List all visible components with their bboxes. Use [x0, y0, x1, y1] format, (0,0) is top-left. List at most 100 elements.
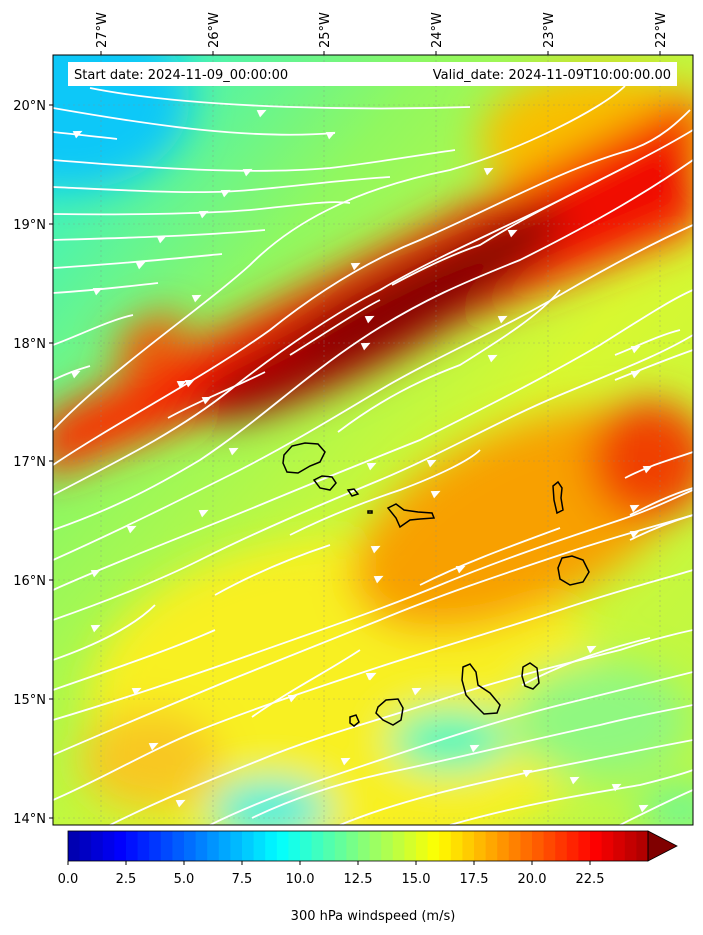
colorbar-bin: [450, 831, 463, 861]
streamline-arrow: [426, 459, 437, 468]
streamline: [53, 604, 156, 661]
island-boa-vista: [557, 555, 590, 586]
streamline: [53, 201, 351, 216]
island-santo-antao: [282, 442, 326, 474]
streamline-arrow: [325, 131, 336, 140]
island-santa-luzia: [346, 488, 360, 497]
streamline: [53, 514, 693, 756]
streamline: [614, 349, 693, 381]
streamline-arrow: [360, 342, 371, 351]
colorbar-bin: [207, 831, 220, 861]
streamline: [89, 87, 471, 110]
lat-tick-label: 15°N: [13, 693, 46, 708]
colorbar-bin: [334, 831, 347, 861]
streamline: [53, 282, 159, 294]
lat-tick-label: 20°N: [13, 99, 46, 114]
streamline: [214, 544, 331, 596]
colorbar-bin: [462, 831, 475, 861]
streamline-arrow: [366, 462, 377, 471]
colorbar-extend-arrow: [647, 830, 678, 862]
streamline-arrow: [411, 687, 422, 696]
streamline: [251, 704, 693, 819]
streamline: [629, 487, 693, 516]
streamline-arrow: [522, 769, 533, 778]
colorbar-bin: [566, 831, 579, 861]
streamline: [521, 637, 651, 686]
colorbar-bin: [601, 831, 614, 861]
island-sao-nicolau: [386, 503, 436, 529]
island-brava: [349, 714, 360, 727]
streamline-arrow: [629, 530, 640, 539]
colorbar-bin: [195, 831, 208, 861]
colorbar-bin: [184, 831, 197, 861]
streamline-arrow: [184, 379, 195, 388]
streamline-arrow: [175, 799, 186, 808]
colorbar-bin: [485, 831, 498, 861]
colorbar-tick-label: 15.0: [402, 872, 431, 887]
streamline-arrow: [191, 294, 202, 303]
streamline: [53, 224, 693, 561]
streamline-arrow: [198, 509, 209, 518]
streamline-arrow: [72, 130, 83, 139]
colorbar-bin: [508, 831, 521, 861]
colorbar-bin: [91, 831, 104, 861]
streamline: [53, 289, 693, 591]
date-label-box: [68, 62, 677, 86]
streamline-arrow: [569, 776, 580, 785]
colorbar-bin: [555, 831, 568, 861]
streamline: [53, 131, 118, 140]
streamline: [53, 149, 456, 172]
streamline-arrow: [630, 345, 641, 354]
island-santiago: [461, 663, 501, 715]
island-sal: [552, 480, 564, 515]
streamline-arrow: [483, 167, 494, 176]
streamline: [53, 176, 391, 194]
streamline-arrow: [287, 694, 298, 703]
streamline-arrow: [90, 569, 101, 578]
colorbar-tick-label: 22.5: [576, 872, 605, 887]
colorbar-bin: [288, 831, 301, 861]
colorbar-tick-label: 12.5: [344, 872, 373, 887]
colorbar-bin: [404, 831, 417, 861]
lon-tick-label: 27°W: [95, 12, 110, 48]
coastlines: [282, 442, 590, 727]
streamline: [337, 289, 561, 433]
lat-tick-label: 17°N: [13, 455, 46, 470]
colorbar-bin: [276, 831, 289, 861]
streamline-arrow: [90, 624, 101, 633]
colorbar-bin: [543, 831, 556, 861]
island-fogo: [375, 698, 404, 726]
streamline: [53, 569, 693, 801]
colorbar-bin: [68, 831, 81, 861]
streamline-arrow: [586, 645, 597, 654]
streamline-arrow: [373, 575, 384, 584]
streamline: [53, 253, 223, 269]
streamline: [209, 671, 693, 825]
colorbar-bin: [439, 831, 452, 861]
colorbar-bin: [300, 831, 313, 861]
colorbar-bin: [346, 831, 359, 861]
streamline-arrow: [497, 315, 508, 324]
streamline-arrow: [92, 287, 103, 296]
streamline: [419, 527, 561, 586]
colorbar-bin: [114, 831, 127, 861]
lat-tick-label: 18°N: [13, 337, 46, 352]
colorbar-bin: [416, 831, 429, 861]
lat-tick-label: 16°N: [13, 574, 46, 589]
streamline-arrow: [135, 261, 146, 270]
streamline: [53, 107, 336, 136]
colorbar-bin: [381, 831, 394, 861]
streamline-arrow: [455, 565, 466, 574]
streamline: [614, 329, 681, 356]
streamline-arrow: [201, 396, 212, 405]
graticule: [53, 55, 693, 825]
island-sao-vicente: [312, 475, 337, 491]
streamline: [619, 789, 693, 825]
colorbar-tick-label: 10.0: [286, 872, 315, 887]
streamline: [167, 371, 266, 419]
streamline-arrow: [630, 370, 641, 379]
colorbar-bin: [497, 831, 510, 861]
streamline-arrow: [126, 525, 137, 534]
streamline-arrow: [256, 109, 267, 118]
